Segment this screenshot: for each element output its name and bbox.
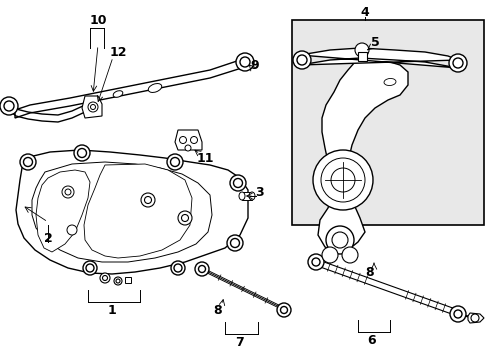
Ellipse shape <box>383 78 395 86</box>
Circle shape <box>174 264 182 272</box>
Polygon shape <box>32 162 212 262</box>
Circle shape <box>23 158 32 166</box>
Text: 9: 9 <box>250 59 259 72</box>
Ellipse shape <box>148 84 162 93</box>
Polygon shape <box>467 313 483 323</box>
Bar <box>242 192 251 200</box>
Circle shape <box>65 189 71 195</box>
Text: 11: 11 <box>196 152 213 165</box>
Polygon shape <box>36 170 90 252</box>
Circle shape <box>448 54 466 72</box>
Circle shape <box>116 279 120 283</box>
Circle shape <box>83 261 97 275</box>
Circle shape <box>311 258 319 266</box>
Circle shape <box>321 247 337 263</box>
Circle shape <box>88 102 98 112</box>
Circle shape <box>100 273 110 283</box>
Text: 2: 2 <box>43 231 52 244</box>
Text: 3: 3 <box>255 185 264 198</box>
Circle shape <box>195 262 208 276</box>
Polygon shape <box>82 96 102 118</box>
Bar <box>125 277 131 283</box>
Circle shape <box>233 179 242 188</box>
Text: 1: 1 <box>107 303 116 316</box>
Circle shape <box>276 303 290 317</box>
Text: 4: 4 <box>360 5 368 18</box>
Circle shape <box>20 154 36 170</box>
Circle shape <box>170 158 179 166</box>
Text: 7: 7 <box>235 336 244 348</box>
Polygon shape <box>84 164 192 258</box>
Circle shape <box>296 55 306 65</box>
Circle shape <box>226 235 243 251</box>
Circle shape <box>240 57 249 67</box>
Circle shape <box>4 101 14 111</box>
Circle shape <box>330 168 354 192</box>
Circle shape <box>229 175 245 191</box>
Circle shape <box>341 247 357 263</box>
Circle shape <box>178 211 192 225</box>
Circle shape <box>190 136 197 144</box>
Circle shape <box>280 306 287 314</box>
Polygon shape <box>16 150 247 274</box>
Circle shape <box>312 150 372 210</box>
Circle shape <box>453 310 461 318</box>
Text: 8: 8 <box>365 266 373 279</box>
Bar <box>357 52 366 61</box>
Ellipse shape <box>248 192 254 200</box>
Circle shape <box>141 193 155 207</box>
Text: 8: 8 <box>213 303 222 316</box>
Ellipse shape <box>113 91 122 97</box>
Polygon shape <box>317 60 407 252</box>
Circle shape <box>77 149 86 158</box>
Circle shape <box>354 43 368 57</box>
Circle shape <box>470 314 478 322</box>
Circle shape <box>181 215 188 221</box>
Ellipse shape <box>239 192 244 200</box>
Polygon shape <box>299 48 457 68</box>
Circle shape <box>102 275 107 280</box>
Circle shape <box>331 232 347 248</box>
Circle shape <box>62 186 74 198</box>
Polygon shape <box>175 130 202 150</box>
Circle shape <box>86 264 94 272</box>
Circle shape <box>292 51 310 69</box>
Circle shape <box>325 226 353 254</box>
Circle shape <box>167 154 183 170</box>
Circle shape <box>144 197 151 203</box>
Text: 5: 5 <box>370 36 379 49</box>
Polygon shape <box>15 58 247 118</box>
Circle shape <box>0 97 18 115</box>
Circle shape <box>184 145 191 151</box>
Circle shape <box>449 306 465 322</box>
Circle shape <box>179 136 186 144</box>
Circle shape <box>236 53 253 71</box>
Circle shape <box>320 158 364 202</box>
Circle shape <box>90 104 95 109</box>
Circle shape <box>198 266 205 273</box>
Text: 6: 6 <box>367 333 376 346</box>
Circle shape <box>74 145 90 161</box>
Circle shape <box>307 254 324 270</box>
Text: 10: 10 <box>89 14 106 27</box>
Circle shape <box>452 58 462 68</box>
Circle shape <box>114 277 122 285</box>
Text: 12: 12 <box>109 45 126 59</box>
Bar <box>291 20 483 225</box>
Circle shape <box>230 239 239 248</box>
Circle shape <box>67 225 77 235</box>
Circle shape <box>171 261 184 275</box>
